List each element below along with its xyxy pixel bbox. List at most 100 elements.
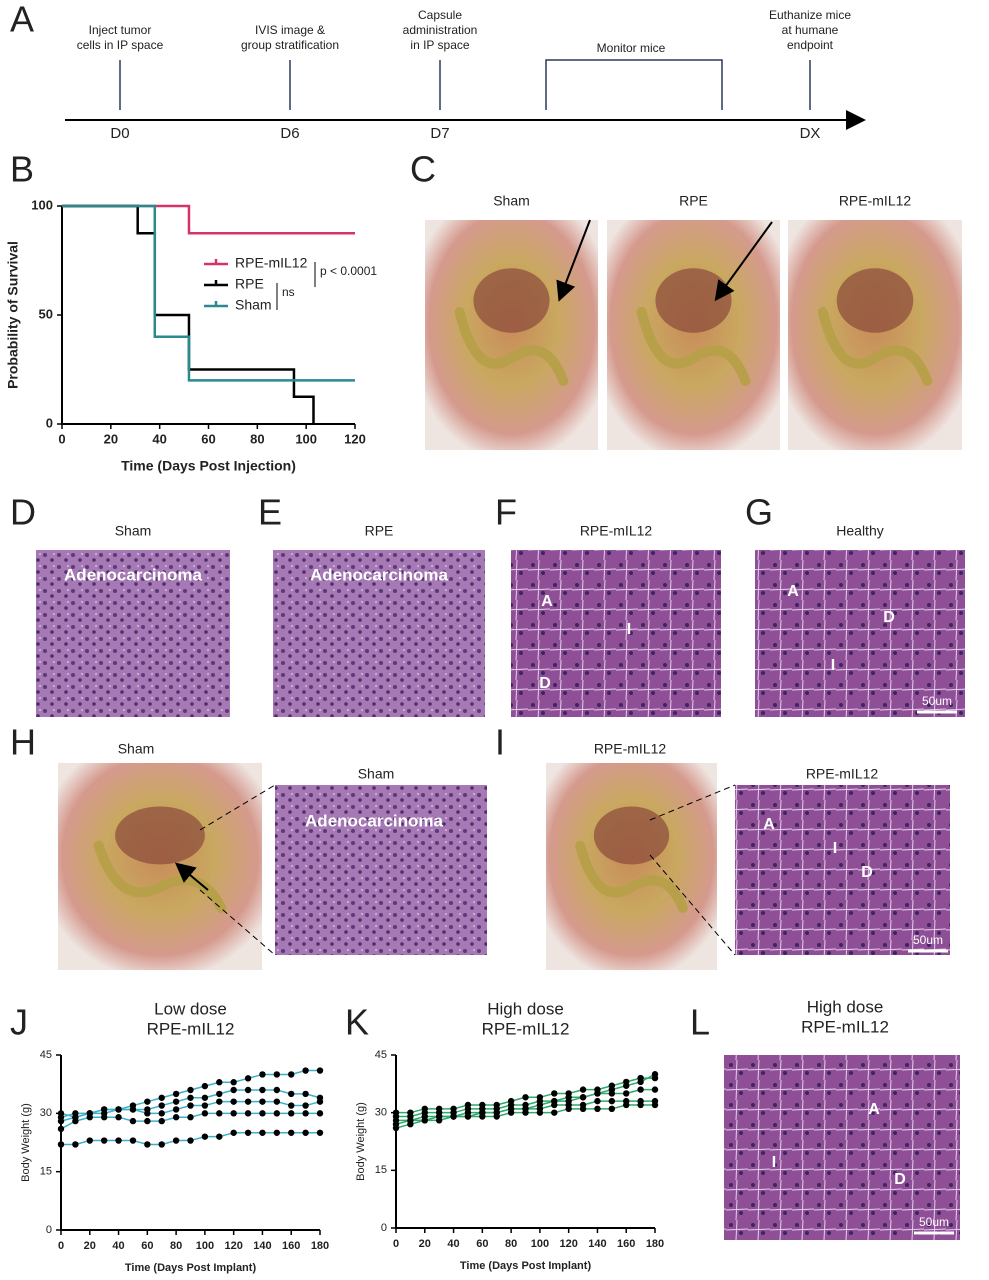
image-label: A bbox=[763, 816, 775, 833]
weight-point bbox=[230, 1079, 237, 1086]
y-tick-label: 0 bbox=[46, 415, 53, 430]
weight-point bbox=[392, 1109, 400, 1116]
weight-point bbox=[637, 1097, 644, 1105]
x-tick-label: 180 bbox=[646, 1238, 664, 1250]
weight-point bbox=[57, 1141, 65, 1148]
x-tick-label: 0 bbox=[393, 1238, 399, 1250]
weight-point bbox=[302, 1067, 309, 1074]
histology-title: RPE-mIL12 bbox=[580, 523, 653, 539]
y-axis-label: Body Weight (g) bbox=[355, 1102, 367, 1181]
weight-point bbox=[259, 1071, 266, 1078]
weight-point bbox=[201, 1094, 209, 1101]
weight-point bbox=[594, 1097, 601, 1105]
weight-point bbox=[216, 1090, 223, 1098]
weight-point bbox=[536, 1101, 544, 1109]
event-label: administration bbox=[403, 23, 478, 37]
weight-point bbox=[187, 1086, 194, 1094]
histology-image bbox=[724, 1055, 960, 1240]
photo-intestine bbox=[575, 840, 688, 913]
y-tick-label: 15 bbox=[40, 1166, 52, 1178]
weight-point bbox=[316, 1094, 324, 1101]
weight-point bbox=[579, 1086, 587, 1093]
weight-point bbox=[259, 1086, 266, 1094]
weight-point bbox=[230, 1086, 237, 1094]
x-tick-label: 40 bbox=[447, 1238, 459, 1250]
weight-point bbox=[302, 1090, 309, 1098]
weight-point bbox=[464, 1101, 472, 1109]
weight-point bbox=[579, 1094, 587, 1101]
image-label: Adenocarcinoma bbox=[64, 565, 202, 584]
weight-point bbox=[158, 1094, 165, 1101]
weight-point bbox=[288, 1102, 295, 1109]
event-label: Inject tumor bbox=[89, 23, 152, 37]
weight-point bbox=[187, 1094, 194, 1101]
weight-point bbox=[129, 1137, 137, 1144]
weight-point bbox=[450, 1113, 457, 1120]
y-tick-label: 0 bbox=[381, 1222, 387, 1234]
photo-organ bbox=[115, 806, 205, 865]
legend-label: Sham bbox=[235, 297, 272, 313]
x-tick-label: 100 bbox=[295, 431, 317, 446]
y-tick-label: 45 bbox=[40, 1049, 52, 1061]
panel-letter: J bbox=[10, 1002, 28, 1043]
weight-point bbox=[259, 1110, 266, 1117]
weight-point bbox=[100, 1137, 108, 1144]
weight-point bbox=[244, 1098, 252, 1105]
image-label: D bbox=[861, 864, 873, 881]
weight-point bbox=[407, 1121, 414, 1128]
weight-point bbox=[216, 1098, 223, 1105]
weight-point bbox=[594, 1090, 601, 1097]
weight-point bbox=[216, 1079, 223, 1086]
day-label: D6 bbox=[280, 125, 299, 142]
photo-organ bbox=[655, 268, 732, 333]
weight-point bbox=[259, 1129, 266, 1136]
image-label: A bbox=[541, 593, 553, 610]
weight-point bbox=[637, 1086, 644, 1093]
weight-point bbox=[86, 1137, 93, 1144]
weight-point bbox=[288, 1071, 295, 1078]
weight-point bbox=[565, 1097, 572, 1105]
weight-point bbox=[187, 1102, 194, 1109]
x-tick-label: 100 bbox=[531, 1238, 549, 1250]
weight-point bbox=[187, 1114, 194, 1121]
weight-point bbox=[201, 1133, 209, 1140]
panel-letter: F bbox=[495, 492, 517, 533]
photo bbox=[58, 763, 262, 970]
scale-label: 50um bbox=[919, 1215, 949, 1229]
y-tick-label: 30 bbox=[40, 1107, 52, 1119]
photo-arrow bbox=[174, 862, 209, 891]
weight-point bbox=[172, 1114, 180, 1121]
weight-point bbox=[172, 1098, 180, 1105]
weight-point bbox=[464, 1113, 472, 1120]
panel-letter: D bbox=[10, 492, 36, 533]
x-axis-label: Time (Days Post Injection) bbox=[121, 458, 296, 474]
weight-point bbox=[216, 1110, 223, 1117]
x-tick-label: 20 bbox=[104, 431, 118, 446]
x-tick-label: 60 bbox=[476, 1238, 488, 1250]
weight-point bbox=[201, 1102, 209, 1109]
bracket-label: Monitor mice bbox=[597, 41, 666, 55]
x-tick-label: 0 bbox=[58, 1240, 64, 1252]
weight-point bbox=[594, 1105, 601, 1113]
weight-point bbox=[172, 1090, 180, 1098]
image-label: Adenocarcinoma bbox=[310, 565, 448, 584]
histology-image bbox=[273, 550, 485, 717]
x-tick-label: 60 bbox=[201, 431, 215, 446]
histology-title: Sham bbox=[115, 523, 152, 539]
x-tick-label: 100 bbox=[196, 1240, 214, 1252]
weight-point bbox=[407, 1109, 414, 1116]
weight-point bbox=[201, 1110, 209, 1117]
histology-title: Sham bbox=[358, 766, 395, 782]
photo-title: Sham bbox=[493, 193, 530, 209]
survival-curve bbox=[62, 204, 315, 424]
weight-point bbox=[129, 1102, 137, 1109]
histology-image bbox=[755, 550, 965, 717]
weight-point bbox=[273, 1086, 281, 1094]
x-tick-label: 120 bbox=[224, 1240, 242, 1252]
weight-point bbox=[493, 1109, 500, 1116]
annotation: p < 0.0001 bbox=[320, 264, 377, 278]
weight-point bbox=[158, 1117, 165, 1125]
x-tick-label: 180 bbox=[311, 1240, 329, 1252]
weight-point bbox=[230, 1129, 237, 1136]
